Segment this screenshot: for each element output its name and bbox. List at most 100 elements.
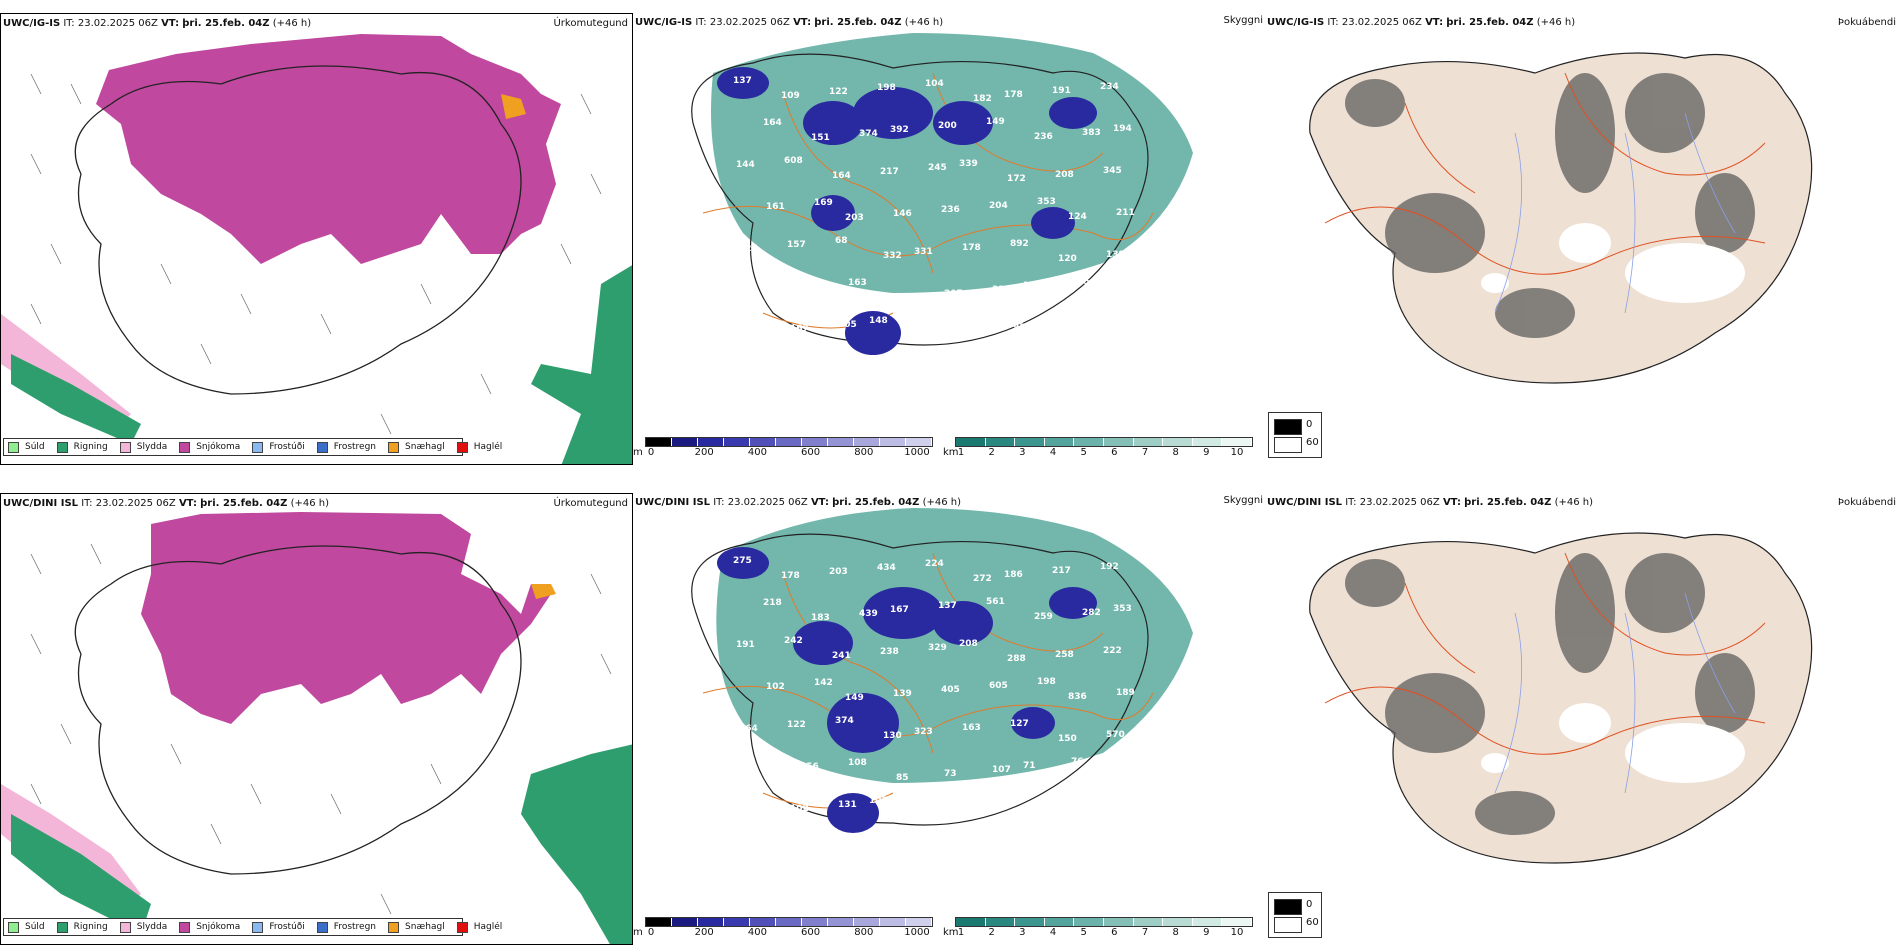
colorbar-ticks: 0 200 400 600 800 1000 bbox=[633, 927, 933, 939]
altitude-label: 127 bbox=[1010, 719, 1029, 729]
precip-legend-top: Súld Rigning Slydda Snjókoma Frostúði Frostre… bbox=[3, 438, 502, 456]
wind-barbs bbox=[30, 73, 602, 435]
colorbar-bin bbox=[906, 918, 932, 926]
legend-swatch bbox=[456, 441, 468, 453]
legend-swatch bbox=[56, 441, 68, 453]
colorbar-bin bbox=[1133, 438, 1164, 446]
altitude-label: 224 bbox=[925, 559, 944, 569]
colorbar-tick-label: 400 bbox=[747, 927, 767, 938]
altitude-label: 163 bbox=[962, 723, 981, 733]
altitude-label: 169 bbox=[800, 282, 819, 292]
colorbar-tick-label: 200 bbox=[694, 447, 714, 458]
altitude-label: 125 bbox=[739, 244, 758, 254]
colorbar-unit: m bbox=[633, 927, 643, 938]
roads bbox=[1324, 72, 1766, 275]
colorbar-ticks: 0 200 400 600 800 1000 bbox=[633, 447, 933, 459]
panel-header: UWC/IG-IS IT: 23.02.2025 06Z VT: þri. 25… bbox=[635, 17, 944, 28]
altitude-label: 120 bbox=[1058, 254, 1077, 264]
altitude-label: 238 bbox=[880, 647, 899, 657]
altitude-label: 605 bbox=[989, 681, 1008, 691]
panel-title: Þokuábendi bbox=[1837, 17, 1896, 28]
legend-label: Frostúði bbox=[269, 922, 305, 932]
panel-title: Skyggni bbox=[1223, 495, 1263, 506]
colorbar-tick-label: 600 bbox=[801, 927, 821, 938]
altitude-label: 198 bbox=[877, 83, 896, 93]
altitude-label: 146 bbox=[893, 209, 912, 219]
colorbar-bin bbox=[1074, 438, 1104, 446]
altitude-label: 186 bbox=[1004, 570, 1023, 580]
colorbar-strip bbox=[955, 917, 1253, 927]
altitude-label: 182 bbox=[973, 94, 992, 104]
altitude-label: 258 bbox=[1055, 650, 1074, 660]
colorbar-bin bbox=[880, 918, 906, 926]
legend-swatch bbox=[252, 921, 264, 933]
colorbar-bin bbox=[1044, 438, 1075, 446]
altitude-label: 275 bbox=[733, 556, 752, 566]
legend-item: Súld bbox=[8, 441, 45, 453]
precip-type-map-bottom bbox=[1, 512, 632, 944]
colorbar-bin bbox=[906, 438, 932, 446]
colorbar-ticks: 1 2 3 4 5 6 7 8 9 10 bbox=[943, 927, 1253, 939]
altitude-label: 151 bbox=[811, 133, 830, 143]
precip-type-panel-bottom: UWC/DINI ISL IT: 23.02.2025 06Z VT: þri.… bbox=[0, 493, 633, 945]
altitude-label: 107 bbox=[992, 765, 1011, 775]
altitude-label: 353 bbox=[1113, 604, 1132, 614]
altitude-label: 178 bbox=[781, 571, 800, 581]
colorbar-bin bbox=[985, 918, 1016, 926]
legend-swatch bbox=[8, 921, 19, 933]
legend-item: Haglél bbox=[456, 441, 502, 453]
altitude-label: 333 bbox=[992, 285, 1011, 295]
sky-legend-light-label: 60 bbox=[1306, 437, 1319, 448]
altitude-label: 392 bbox=[890, 125, 909, 135]
legend-swatch bbox=[316, 441, 328, 453]
colorbar-bin bbox=[776, 438, 802, 446]
colorbar-bin bbox=[956, 918, 986, 926]
altitude-label: 329 bbox=[928, 643, 947, 653]
colorbar-bin bbox=[1074, 918, 1104, 926]
colorbar-tick-label: 2 bbox=[988, 927, 995, 938]
altitude-label: 167 bbox=[790, 324, 809, 334]
altitude-label: 139 bbox=[893, 689, 912, 699]
legend-label: Frostregn bbox=[333, 442, 377, 452]
legend-swatch bbox=[56, 921, 68, 933]
colorbar-bin bbox=[854, 918, 880, 926]
model-name: UWC/IG-IS bbox=[3, 18, 61, 29]
legend-label: Súld bbox=[25, 442, 45, 452]
precip-type-panel-top: UWC/IG-IS IT: 23.02.2025 06Z VT: þri. 25… bbox=[0, 13, 633, 465]
legend-label: Haglél bbox=[473, 922, 503, 932]
altitude-label: 102 bbox=[766, 682, 785, 692]
legend-item: Rigning bbox=[56, 921, 108, 933]
legend-swatch bbox=[252, 441, 264, 453]
colorbar-bin bbox=[1044, 918, 1075, 926]
altitude-label: 104 bbox=[925, 79, 944, 89]
rain-area-se bbox=[531, 265, 632, 464]
altitude-label: 195 bbox=[1071, 277, 1090, 287]
panel-title: Þokuábendi bbox=[1837, 497, 1896, 508]
colorbar-bin bbox=[698, 918, 724, 926]
altitude-label: 211 bbox=[1116, 208, 1135, 218]
sky-legend-dark-swatch bbox=[1274, 899, 1302, 915]
altitude-label: 245 bbox=[928, 163, 947, 173]
sky-legend-bottom: 0 60 bbox=[1268, 892, 1322, 938]
legend-swatch bbox=[388, 921, 400, 933]
altitude-label: 224 bbox=[742, 328, 761, 338]
altitude-label: 167 bbox=[890, 605, 909, 615]
altitude-label: 139 bbox=[1106, 250, 1125, 260]
altitude-label: 191 bbox=[736, 640, 755, 650]
altitude-label: 124 bbox=[1068, 212, 1087, 222]
altitude-label: 207 bbox=[944, 289, 963, 299]
legend-swatch bbox=[119, 441, 131, 453]
altitude-label: 272 bbox=[973, 574, 992, 584]
colorbar-bin bbox=[1163, 438, 1193, 446]
altitude-label: 208 bbox=[1055, 170, 1074, 180]
ice-pellet-area bbox=[531, 584, 556, 599]
rain-area-sw bbox=[11, 354, 141, 444]
altitude-label: 122 bbox=[787, 720, 806, 730]
altitude-label: 191 bbox=[1052, 86, 1071, 96]
colorbar-tick-label: 5 bbox=[1080, 447, 1087, 458]
cloud-cover-map-top bbox=[1309, 52, 1813, 384]
wind-barbs bbox=[30, 543, 612, 915]
altitude-label: 148 bbox=[869, 316, 888, 326]
altitude-label: 218 bbox=[763, 598, 782, 608]
altitude-label: 163 bbox=[848, 278, 867, 288]
